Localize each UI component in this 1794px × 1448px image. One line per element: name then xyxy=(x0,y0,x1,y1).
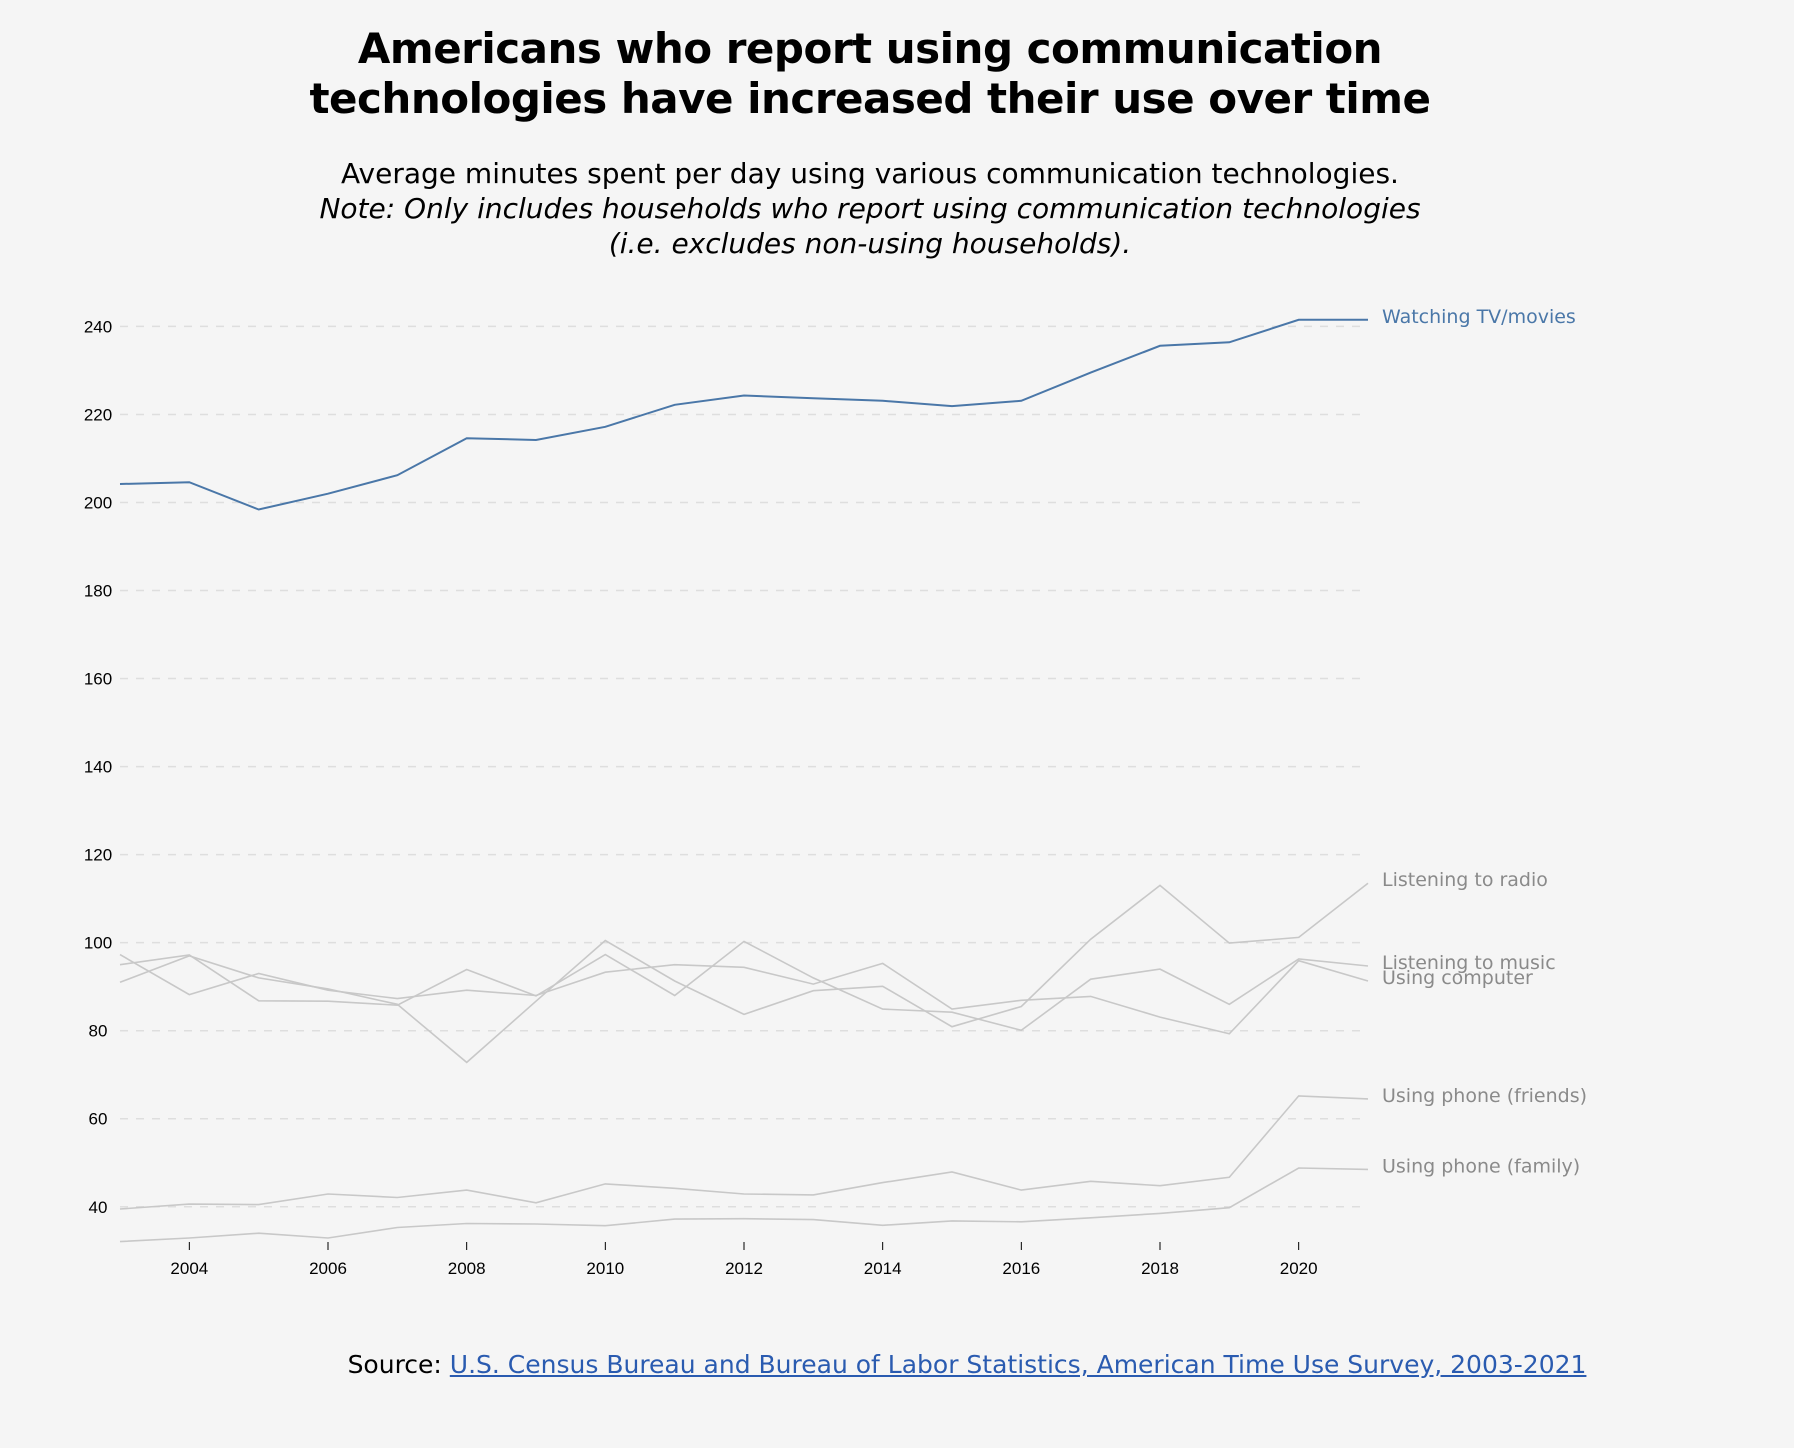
series-label-listening-to-radio: Listening to radio xyxy=(1382,869,1548,891)
series-label-using-phone-family: Using phone (family) xyxy=(1382,1155,1580,1177)
source-note: Source: U.S. Census Bureau and Bureau of… xyxy=(0,1350,1794,1379)
series-line-using-phone-family xyxy=(119,1167,1369,1243)
subtitle-note-line-2: (i.e. excludes non-using households). xyxy=(608,227,1132,260)
y-tick-label-60: 60 xyxy=(89,1110,108,1129)
y-tick-label-200: 200 xyxy=(84,493,112,512)
gridlines xyxy=(120,325,1368,1208)
y-tick-label-180: 180 xyxy=(84,582,112,601)
source-link[interactable]: U.S. Census Bureau and Bureau of Labor S… xyxy=(449,1350,1587,1379)
series-label-using-computer: Using computer xyxy=(1382,967,1533,989)
y-axis: 40 60 80 100 120 140 160 180 200 220 240 xyxy=(84,317,112,1216)
chart-title: Americans who report using communication… xyxy=(0,24,1740,124)
y-tick-label-100: 100 xyxy=(84,934,112,953)
x-tick-label-2020: 2020 xyxy=(1280,1259,1318,1278)
series-label-using-phone-friends: Using phone (friends) xyxy=(1382,1085,1587,1107)
series-label-watching-tv-movies: Watching TV/movies xyxy=(1382,306,1576,328)
subtitle-note-line-1: Note: Only includes households who repor… xyxy=(319,192,1421,225)
chart-title-line-1: Americans who report using communication xyxy=(357,24,1383,73)
x-tick-label-2010: 2010 xyxy=(586,1259,624,1278)
y-tick-label-40: 40 xyxy=(89,1198,108,1217)
series-line-using-phone-friends xyxy=(119,1095,1369,1210)
series-line-watching-tv-movies xyxy=(119,318,1368,511)
x-tick-label-2018: 2018 xyxy=(1141,1259,1179,1278)
y-tick-label-240: 240 xyxy=(84,317,112,336)
series-line-listening-to-music xyxy=(119,940,1369,1032)
x-tick-label-2004: 2004 xyxy=(170,1259,208,1278)
series-label-listening-to-music: Listening to music xyxy=(1382,952,1556,974)
x-tick-label-2014: 2014 xyxy=(864,1259,902,1278)
y-tick-label-120: 120 xyxy=(84,846,112,865)
source-prefix: Source: xyxy=(347,1350,450,1379)
y-tick-label-140: 140 xyxy=(84,758,112,777)
series-line-listening-to-radio xyxy=(119,882,1369,1064)
x-tick-label-2016: 2016 xyxy=(1002,1259,1040,1278)
x-tick-label-2008: 2008 xyxy=(448,1259,486,1278)
series-labels: Watching TV/movies Listening to radio List… xyxy=(1382,306,1587,1178)
y-tick-label-220: 220 xyxy=(84,405,112,424)
y-tick-label-160: 160 xyxy=(84,670,112,689)
subtitle-line-1: Average minutes spent per day using vari… xyxy=(341,157,1399,190)
chart-title-line-2: technologies have increased their use ov… xyxy=(309,74,1431,123)
x-axis: 2004 2006 2008 2010 2012 2014 2016 2018 2020 xyxy=(170,1242,1318,1278)
x-tick-label-2012: 2012 xyxy=(725,1259,763,1278)
x-tick-label-2006: 2006 xyxy=(309,1259,347,1278)
chart-subtitle: Average minutes spent per day using vari… xyxy=(0,156,1740,261)
series-line-using-computer xyxy=(119,953,1369,1035)
series-lines xyxy=(119,318,1369,1243)
y-tick-label-80: 80 xyxy=(89,1022,108,1041)
